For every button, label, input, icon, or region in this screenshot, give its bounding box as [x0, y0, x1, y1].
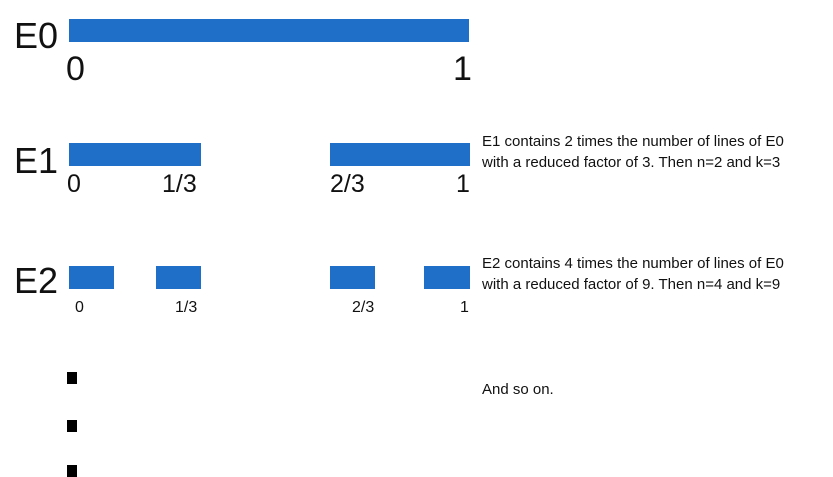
e1-tick-0: 0 — [67, 170, 81, 198]
e1-segment-left — [69, 143, 201, 166]
stage-label-e2: E2 — [14, 260, 59, 301]
e1-description-line-1: E1 contains 2 times the number of lines … — [482, 133, 784, 150]
e2-segment-1 — [69, 266, 114, 289]
stage-label-e1: E1 — [14, 140, 59, 181]
e1-tick-1: 1 — [456, 170, 470, 198]
e2-segment-4 — [424, 266, 470, 289]
e2-tick-1: 1 — [460, 299, 469, 316]
e2-description-line-1: E2 contains 4 times the number of lines … — [482, 255, 784, 272]
e0-tick-0: 0 — [66, 50, 85, 88]
continuation-dot-3 — [67, 465, 77, 477]
e0-tick-1: 1 — [453, 50, 472, 88]
continuation-dot-2 — [67, 420, 77, 432]
continuation-dot-1 — [67, 372, 77, 384]
e0-segment — [69, 19, 469, 42]
e2-segment-2 — [156, 266, 201, 289]
continuation-text: And so on. — [482, 381, 554, 398]
e2-segment-3 — [330, 266, 375, 289]
e1-segment-right — [330, 143, 470, 166]
e1-description-line-2: with a reduced factor of 3. Then n=2 and… — [482, 154, 781, 171]
e1-tick-2-3: 2/3 — [330, 170, 365, 198]
e2-tick-2-3: 2/3 — [352, 299, 375, 316]
e1-tick-1-3: 1/3 — [162, 170, 197, 198]
e2-description-line-2: with a reduced factor of 9. Then n=4 and… — [482, 276, 781, 293]
e2-tick-1-3: 1/3 — [175, 299, 198, 316]
stage-label-e0: E0 — [14, 15, 59, 56]
e2-tick-0: 0 — [75, 299, 84, 316]
